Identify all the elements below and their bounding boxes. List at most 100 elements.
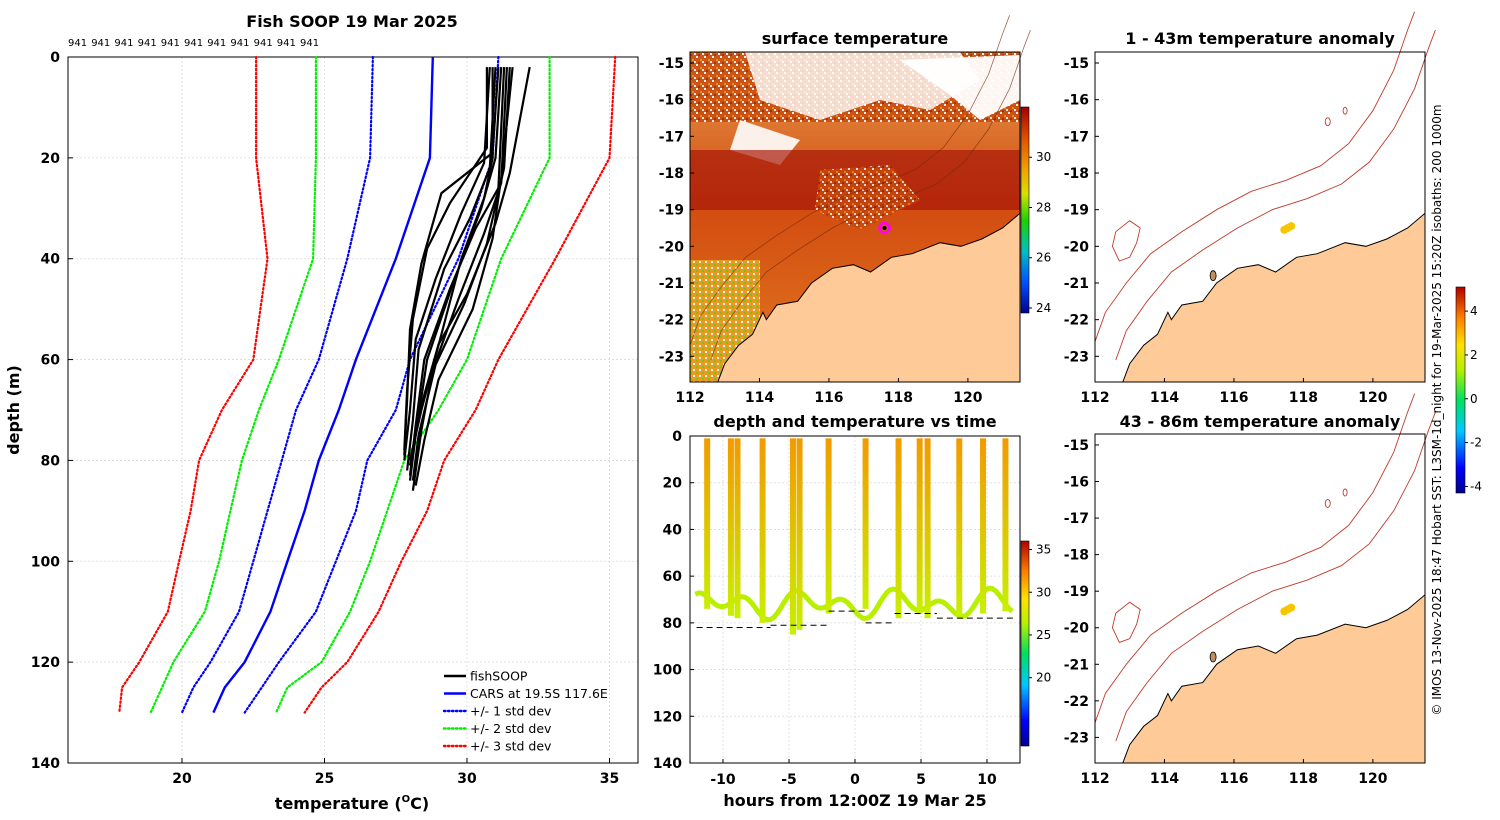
anomaly-deep-ytick-label: -18 xyxy=(1064,548,1089,564)
fishsoop-cast-line xyxy=(408,66,531,466)
depth-time-xtick-label: -5 xyxy=(781,772,797,788)
sst-map-ytick-label: -21 xyxy=(659,276,684,292)
anomaly-shallow-xtick-label: 116 xyxy=(1219,390,1248,406)
profile-top-label: 941 xyxy=(138,38,157,49)
profile-xtick-label: 30 xyxy=(457,771,477,787)
profile-ytick-label: 140 xyxy=(31,756,60,772)
depth-time-ytick-label: 60 xyxy=(663,569,683,585)
fishsoop-cast-line xyxy=(403,67,491,461)
sst-map-ytick-label: -23 xyxy=(659,349,684,365)
cars-sd3-high-line xyxy=(303,55,617,714)
cast-profile-mark xyxy=(704,438,711,609)
profile-ytick-label: 20 xyxy=(41,151,61,167)
anomaly-shallow-plateau-isobath xyxy=(1111,220,1141,262)
depth-time-ytick-label: 80 xyxy=(663,616,683,632)
fishsoop-cast-line xyxy=(403,67,500,456)
depth-time-ytick-label: 120 xyxy=(653,709,682,725)
sst-isobath-1000 xyxy=(689,15,1010,346)
anomaly-shallow-xtick-label: 118 xyxy=(1289,390,1318,406)
sst-speckle-centre xyxy=(815,165,920,230)
fishsoop-cast-line xyxy=(411,67,511,481)
depth-time-ytick-label: 100 xyxy=(653,663,682,679)
profile-ytick-label: 40 xyxy=(41,252,61,268)
anomaly-deep-island xyxy=(1209,651,1217,663)
sst-map-xtick-label: 114 xyxy=(745,390,774,406)
anomaly-shallow-land xyxy=(1095,212,1426,383)
profile-xtick-label: 25 xyxy=(315,771,334,787)
anomaly-shallow-seamount-isobath xyxy=(1324,117,1331,127)
legend-label: +/- 2 std dev xyxy=(470,721,552,736)
sst-colorbar-label: 24 xyxy=(1036,301,1051,315)
anomaly-colorbar-label: -2 xyxy=(1470,436,1482,450)
anomaly-deep-ytick-label: -19 xyxy=(1064,584,1089,600)
anomaly-deep-ytick-label: -17 xyxy=(1064,511,1089,527)
profile-top-label: 941 xyxy=(68,38,87,49)
sst-map-frame xyxy=(689,51,1021,383)
depth-time-xtick-label: 10 xyxy=(977,772,997,788)
depth-time-colorbar-label: 20 xyxy=(1036,671,1051,685)
sst-colorbar-label: 26 xyxy=(1036,251,1051,265)
profile-legend: fishSOOP CARS at 19.5S 117.6E +/- 1 std de… xyxy=(442,669,608,754)
depth-time-colorbar-label: 30 xyxy=(1036,585,1051,599)
anomaly-shallow-xtick-label: 114 xyxy=(1150,390,1179,406)
sst-isobath-200 xyxy=(710,29,1031,361)
sst-map-ytick-label: -17 xyxy=(659,129,684,145)
cast-profile-mark xyxy=(727,438,734,616)
profile-ytick-label: 60 xyxy=(41,353,61,369)
depth-time-ytick-label: 40 xyxy=(663,522,683,538)
profile-top-label: 941 xyxy=(230,38,249,49)
sst-colorbar-label: 28 xyxy=(1036,200,1051,214)
anomaly-deep-xtick-label: 120 xyxy=(1358,771,1387,787)
cast-profile-mark xyxy=(789,438,796,635)
sst-map-xtick-label: 120 xyxy=(953,390,982,406)
anomaly-shallow-ytick-label: -21 xyxy=(1064,276,1089,292)
legend-label: CARS at 19.5S 117.6E xyxy=(470,686,608,701)
cast-profile-mark xyxy=(825,438,832,614)
anomaly-shallow-isobath-200 xyxy=(1115,29,1436,361)
sst-colorbar xyxy=(1020,106,1030,314)
anomaly-shallow-ytick-label: -17 xyxy=(1064,129,1089,145)
trawl-depth-band xyxy=(694,585,1014,623)
cast-profile-mark xyxy=(759,438,766,623)
anomaly-shallow-title: 1 - 43m temperature anomaly xyxy=(1125,29,1395,48)
anomaly-deep-ytick-label: -21 xyxy=(1064,657,1089,673)
legend-label: +/- 3 std dev xyxy=(470,739,552,754)
sst-map-ytick-label: -22 xyxy=(659,313,684,329)
anomaly-shallow-xtick-label: 112 xyxy=(1080,390,1109,406)
anomaly-deep-ytick-label: -22 xyxy=(1064,694,1089,710)
anomaly-deep-isobath-1000 xyxy=(1094,393,1416,723)
cast-profile-mark xyxy=(924,438,931,619)
profile-top-label: 941 xyxy=(277,38,296,49)
anomaly-colorbar-label: -4 xyxy=(1470,479,1482,493)
anomaly-deep-ytick-label: -23 xyxy=(1064,730,1089,746)
anomaly-shallow-ytick-label: -16 xyxy=(1064,93,1089,109)
profile-xtick-label: 35 xyxy=(600,771,619,787)
sst-map-ytick-label: -20 xyxy=(659,239,685,255)
depth-time-xtick-label: 5 xyxy=(916,772,926,788)
anomaly-deep-land xyxy=(1095,593,1426,764)
anomaly-deep-xtick-label: 116 xyxy=(1219,771,1248,787)
anomaly-deep-xtick-label: 112 xyxy=(1080,771,1109,787)
profile-top-label: 941 xyxy=(207,38,226,49)
anomaly-deep-frame xyxy=(1094,433,1426,764)
sst-location-marker xyxy=(878,221,891,235)
depth-time-ytick-label: 0 xyxy=(672,429,682,445)
anomaly-deep-ytick-label: -15 xyxy=(1064,438,1089,454)
sst-map-panel: surface temperature 112 114 116 118 120 -15 -1… xyxy=(659,15,1051,406)
cars-sd2-high-line xyxy=(275,55,551,714)
cast-profile-mark xyxy=(980,438,987,614)
depth-time-xlabel: hours from 12:00Z 19 Mar 25 xyxy=(723,791,986,810)
cars-sd3-low-line xyxy=(118,55,269,714)
profile-ytick-label: 100 xyxy=(31,554,60,570)
profile-top-label: 941 xyxy=(91,38,110,49)
profile-top-label: 941 xyxy=(300,38,319,49)
sst-land xyxy=(690,212,1021,383)
sst-colorbar-label: 30 xyxy=(1036,150,1051,164)
anomaly-shallow-frame xyxy=(1094,51,1426,383)
profile-xtick-label: 20 xyxy=(172,771,192,787)
anomaly-deep-panel: 43 - 86m temperature anomaly 112 114 116 11… xyxy=(1064,286,1482,787)
anomaly-colorbar-label: 4 xyxy=(1470,304,1478,318)
profile-title: Fish SOOP 19 Mar 2025 xyxy=(246,12,457,31)
cars-mean-line xyxy=(212,56,434,714)
profile-axes-frame xyxy=(67,56,639,764)
